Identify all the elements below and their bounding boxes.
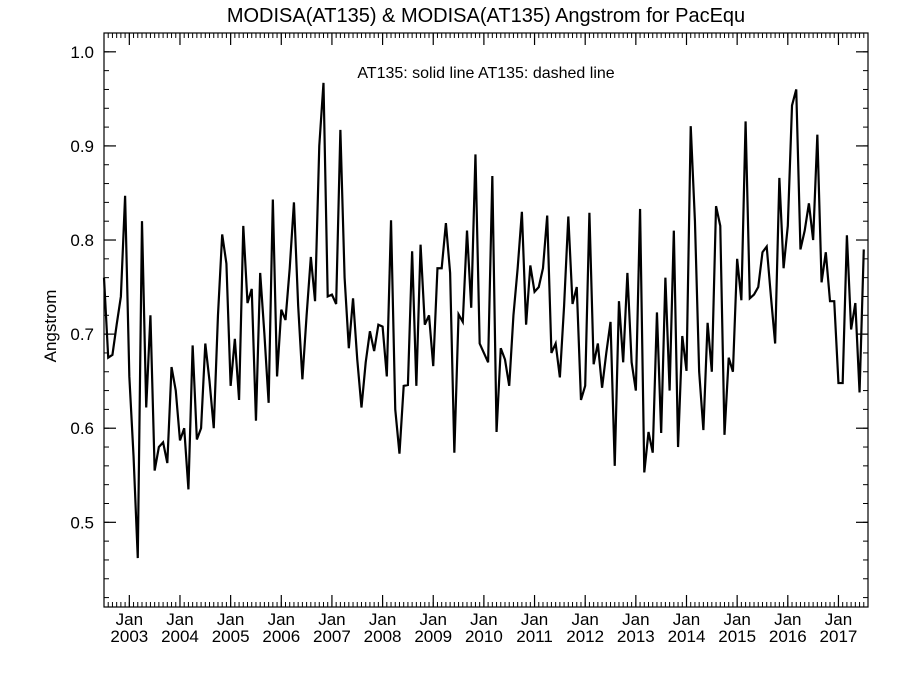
x-tick-label-year: 2003 (110, 627, 148, 646)
x-tick-label-month: Jan (571, 610, 598, 629)
x-tick-label-year: 2008 (364, 627, 402, 646)
legend-annotation: AT135: solid line AT135: dashed line (357, 65, 614, 82)
x-tick-label-month: Jan (116, 610, 143, 629)
x-tick-label-year: 2006 (262, 627, 300, 646)
plot-frame (103, 32, 869, 608)
x-tick-label-month: Jan (318, 610, 345, 629)
x-axis: Jan2003Jan2004Jan2005Jan2006Jan2007Jan20… (107, 33, 865, 646)
x-tick-label-year: 2004 (161, 627, 199, 646)
x-tick-label-month: Jan (369, 610, 396, 629)
x-tick-label-month: Jan (268, 610, 295, 629)
x-tick-label-year: 2011 (516, 627, 553, 646)
x-tick-label-month: Jan (521, 610, 548, 629)
x-tick-label-month: Jan (723, 610, 750, 629)
x-tick-label-year: 2017 (820, 627, 858, 646)
series-group (102, 82, 865, 559)
x-tick-label-month: Jan (166, 610, 193, 629)
x-tick-label-month: Jan (622, 610, 649, 629)
x-tick-label-month: Jan (825, 610, 852, 629)
x-tick-label-month: Jan (217, 610, 244, 629)
x-tick-label-year: 2007 (313, 627, 351, 646)
x-tick-label-month: Jan (774, 610, 801, 629)
plot-border (103, 32, 869, 608)
y-tick-label: 0.7 (70, 325, 94, 344)
series-line-solid (102, 82, 865, 559)
x-tick-label-year: 2016 (769, 627, 807, 646)
x-tick-label-month: Jan (673, 610, 700, 629)
x-tick-label-year: 2009 (414, 627, 452, 646)
x-tick-label-month: Jan (420, 610, 447, 629)
y-axis: 0.5 0.6 0.7 0.8 0.9 1.0 (70, 32, 868, 599)
x-tick-label-month: Jan (470, 610, 497, 629)
y-tick-label: 0.8 (70, 231, 94, 250)
y-axis-label: Angstrom (41, 290, 60, 363)
x-tick-label-year: 2012 (566, 627, 604, 646)
chart-title: MODISA(AT135) & MODISA(AT135) Angstrom f… (227, 5, 745, 27)
x-tick-label-year: 2015 (718, 627, 756, 646)
x-tick-label-year: 2013 (617, 627, 655, 646)
x-tick-label-year: 2010 (465, 627, 503, 646)
y-tick-label: 0.9 (70, 137, 94, 156)
y-tick-label: 1.0 (70, 43, 94, 62)
x-tick-label-year: 2005 (212, 627, 250, 646)
y-tick-label: 0.5 (70, 513, 94, 532)
x-tick-label-year: 2014 (668, 627, 706, 646)
y-tick-label: 0.6 (70, 419, 94, 438)
